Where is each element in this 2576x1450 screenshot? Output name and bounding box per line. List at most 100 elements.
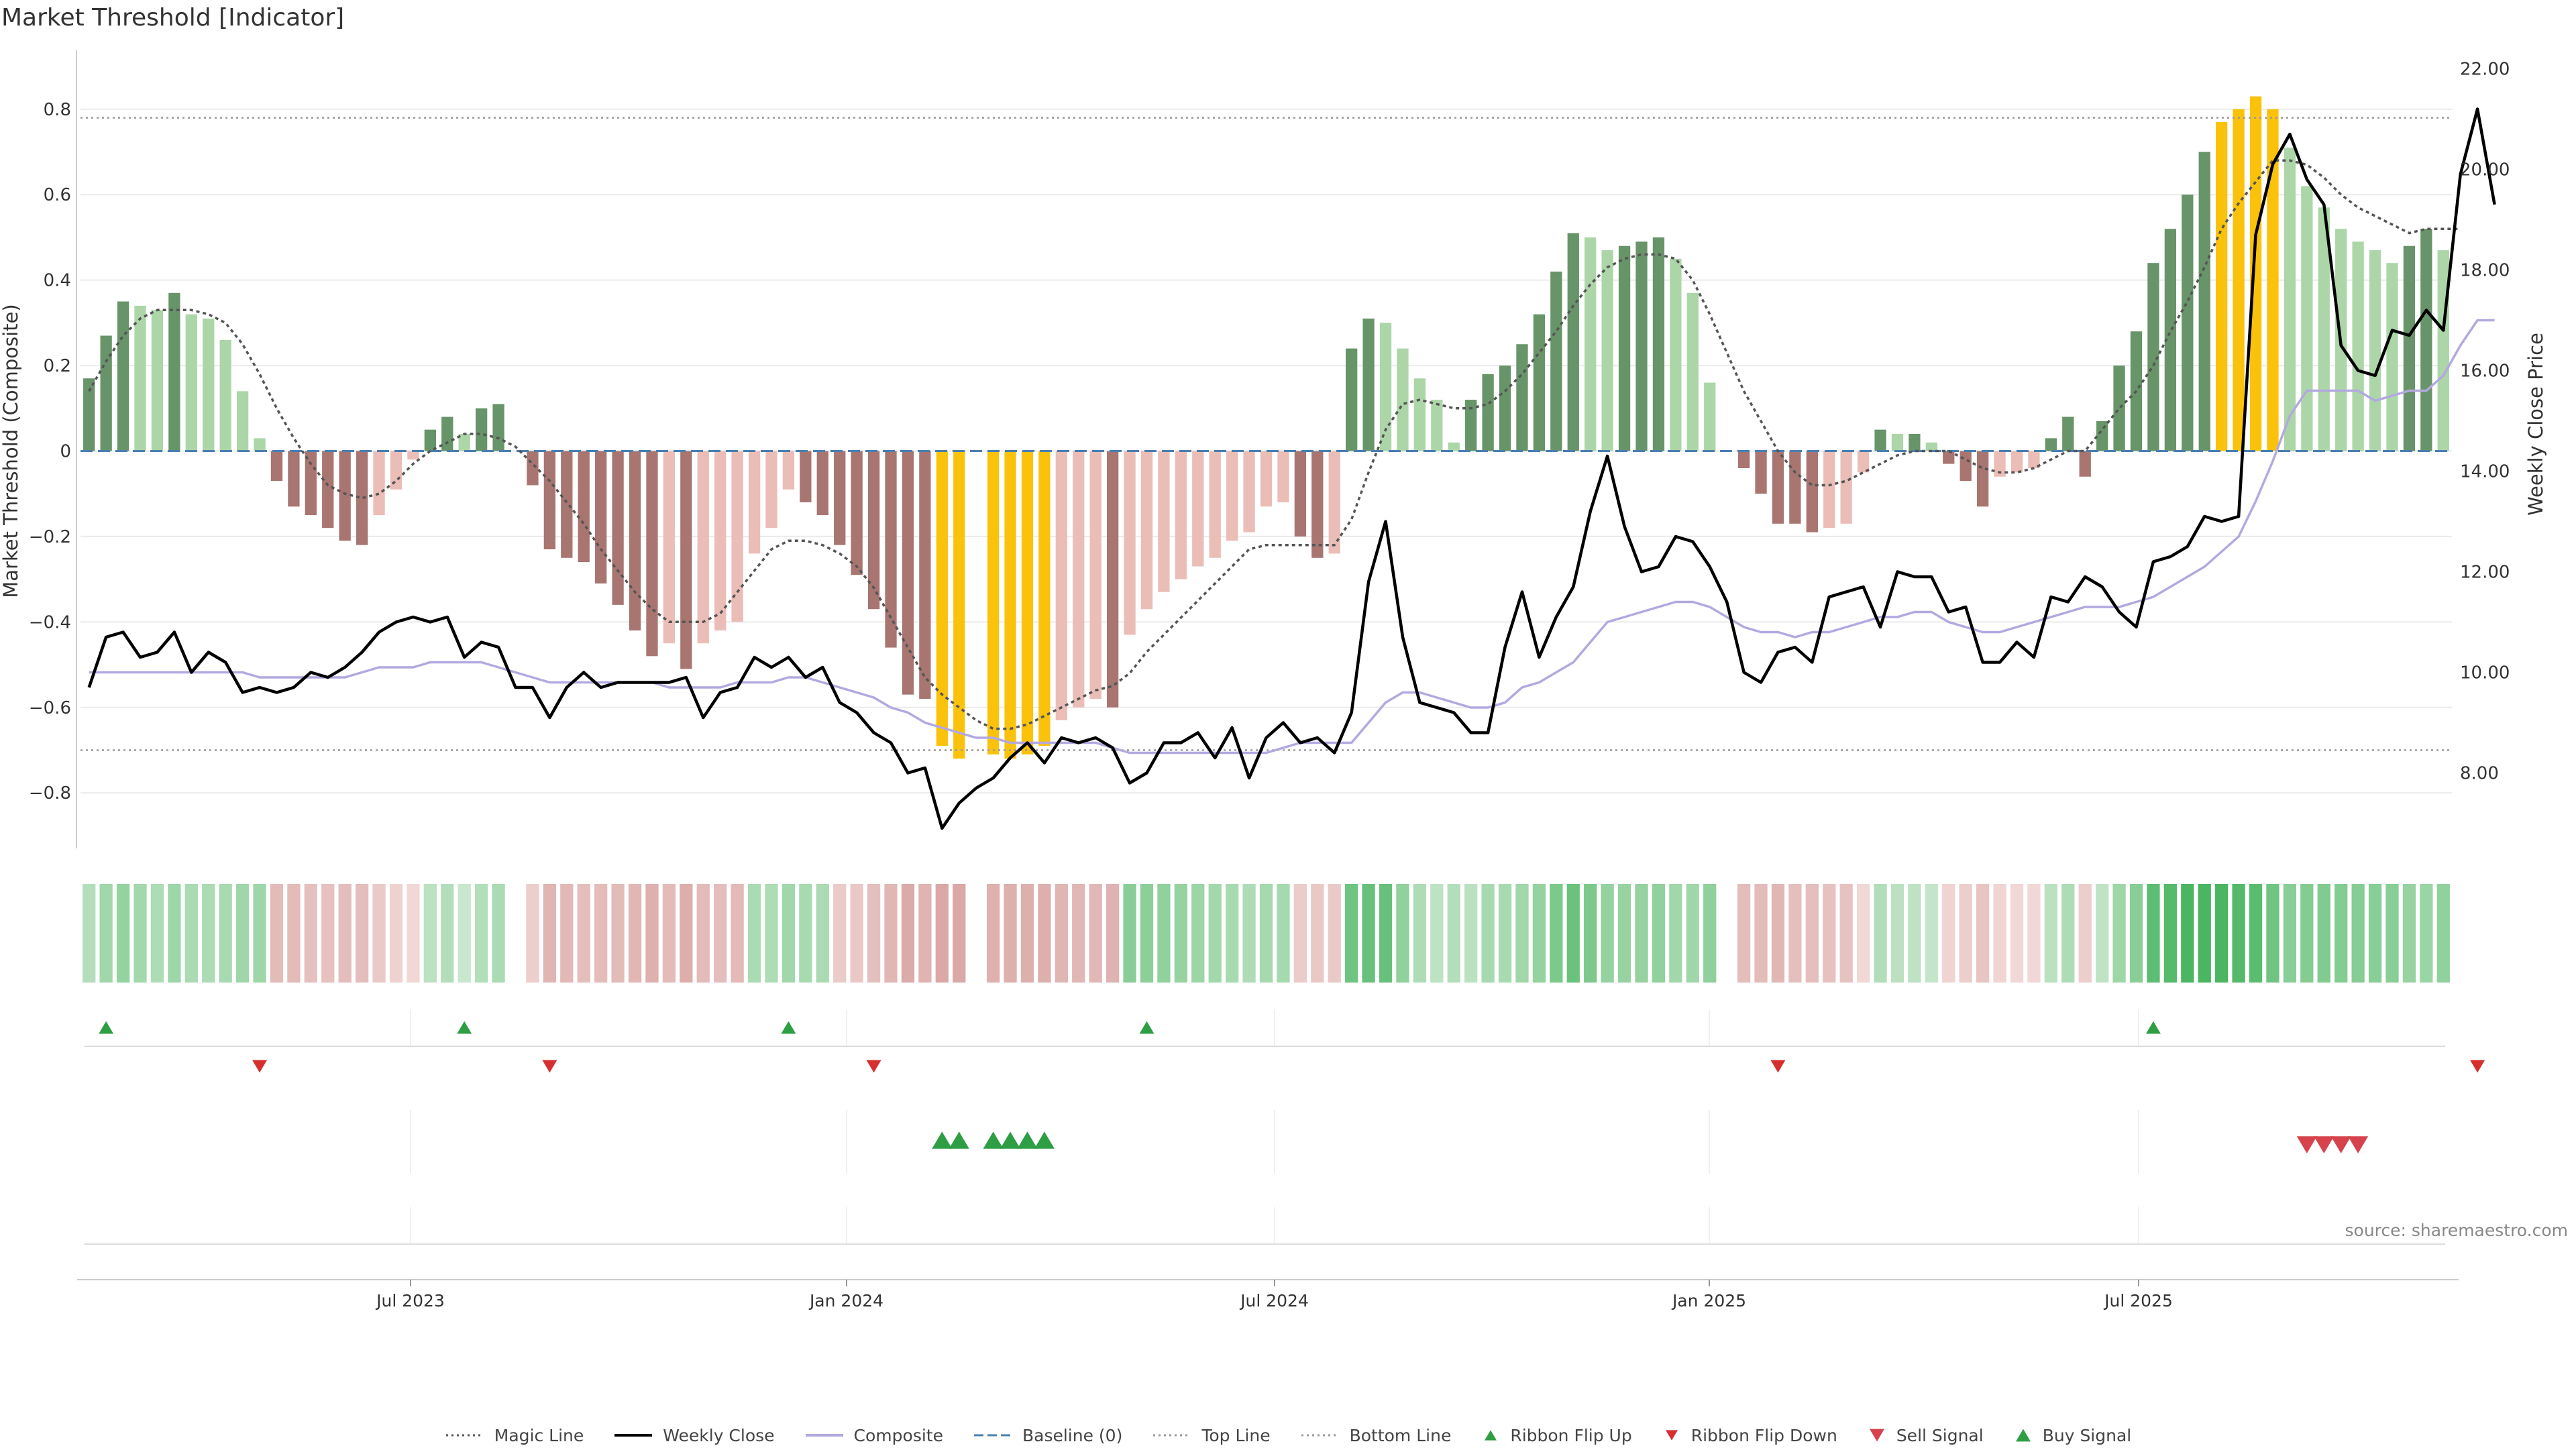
ribbon-cell <box>2420 884 2433 983</box>
composite-bar <box>1686 292 1699 451</box>
ribbon-cell <box>1072 884 1085 983</box>
ribbon-cell <box>1601 884 1614 983</box>
composite-bar <box>697 451 709 644</box>
composite-bar <box>1994 451 2006 477</box>
legend-label: Baseline (0) <box>1022 1425 1123 1445</box>
ribbon-cell <box>1038 884 1051 983</box>
composite-bar <box>270 451 283 482</box>
ribbon-cell <box>918 884 932 983</box>
y-tick-label: 0.2 <box>44 356 71 376</box>
composite-bar <box>441 416 453 451</box>
ribbon-cell <box>2010 884 2024 983</box>
composite-bar <box>851 451 863 575</box>
composite-bar <box>782 451 795 490</box>
composite-bar <box>1106 451 1119 708</box>
y-tick-label: 0 <box>60 442 71 462</box>
legend-swatch <box>2015 1429 2031 1442</box>
ribbon-cell <box>594 884 608 983</box>
ribbon-cell <box>833 884 847 983</box>
composite-bar <box>1431 400 1443 451</box>
ribbon-cell <box>816 884 829 983</box>
ribbon-cell <box>1703 884 1717 983</box>
composite-bar <box>1243 451 1255 533</box>
composite-bar <box>356 451 368 545</box>
composite-bar <box>800 451 812 502</box>
ribbon-cell <box>338 884 352 983</box>
x-tick-label: Jul 2024 <box>1239 1291 1309 1310</box>
ribbon-cell <box>2112 884 2126 983</box>
ribbon-cell <box>560 884 574 983</box>
ribbon-cell <box>1157 884 1171 983</box>
composite-bar <box>1533 314 1546 451</box>
ribbon-cell <box>577 884 590 983</box>
ribbon-cell <box>372 884 386 983</box>
composite-bar <box>2369 250 2381 451</box>
composite-bar <box>134 305 146 451</box>
composite-bar <box>1413 378 1426 451</box>
composite-bar <box>203 319 215 451</box>
composite-bar <box>1909 434 1921 451</box>
ribbon-cell <box>2283 884 2297 983</box>
y-tick-label: −0.2 <box>29 527 71 547</box>
composite-bar <box>612 451 624 605</box>
legend-item: Ribbon Flip Up <box>1481 1426 1632 1445</box>
ribbon-cell <box>2436 884 2450 983</box>
ribbon-cell <box>1669 884 1682 983</box>
ribbon-cell <box>1566 884 1580 983</box>
composite-bar <box>1397 348 1409 451</box>
ribbon-cell <box>2402 884 2416 983</box>
ribbon-cell <box>389 884 403 983</box>
composite-bar <box>867 451 880 610</box>
composite-bar <box>1226 451 1238 541</box>
legend-label: Sell Signal <box>1896 1425 1984 1445</box>
composite-bar <box>1601 250 1613 451</box>
sell-signal-marker <box>2296 1136 2317 1154</box>
composite-bar <box>936 451 948 746</box>
ribbon-cell <box>2181 884 2194 983</box>
legend-item: Magic Line <box>445 1426 584 1445</box>
ribbon-cell <box>1839 884 1853 983</box>
legend-swatch-mark <box>1485 1430 1497 1441</box>
ribbon-cell <box>1481 884 1495 983</box>
composite-bar <box>2028 451 2040 468</box>
legend-swatch <box>805 1434 843 1437</box>
ribbon-cell <box>765 884 778 983</box>
ribbon-cell <box>1686 884 1699 983</box>
ribbon-cell <box>235 884 250 983</box>
ribbon-cell <box>2249 884 2263 983</box>
composite-bar <box>816 451 828 516</box>
ribbon-cell <box>1328 884 1341 983</box>
composite-bar <box>339 451 351 541</box>
ribbon-cell <box>1379 884 1393 983</box>
composite-bar <box>561 451 573 558</box>
y-axis-label: Market Threshold (Composite) <box>0 304 22 598</box>
composite-bar <box>2301 186 2313 451</box>
composite-bar <box>1670 258 1682 451</box>
ribbon-cell <box>423 884 437 983</box>
ribbon-cell <box>1737 884 1751 983</box>
legend-swatch <box>614 1434 653 1437</box>
composite-bar <box>953 451 965 759</box>
composite-bar <box>1140 451 1153 610</box>
composite-bar <box>373 451 385 516</box>
ribbon-cell <box>1345 884 1358 983</box>
ribbon-cell <box>1259 884 1273 983</box>
legend-swatch <box>445 1434 484 1437</box>
weekly-close-line <box>87 107 2496 830</box>
ribbon-cell <box>150 884 164 983</box>
legend-swatch <box>1869 1429 1884 1442</box>
composite-bar <box>2403 245 2416 451</box>
composite-bar <box>629 451 641 631</box>
legend-item: Sell Signal <box>1867 1426 1984 1445</box>
buy-signal-marker <box>1017 1131 1038 1149</box>
composite-line <box>89 319 2495 755</box>
x-tick-label: Jan 2024 <box>808 1291 883 1310</box>
composite-bar <box>731 451 743 622</box>
ribbon-cell <box>1788 884 1802 983</box>
ribbon-cell <box>474 884 488 983</box>
composite-bar <box>1874 429 1886 451</box>
y2-tick-label: 18.00 <box>2460 261 2510 281</box>
composite-bar <box>2045 438 2057 451</box>
ribbon-cell <box>1311 884 1324 983</box>
